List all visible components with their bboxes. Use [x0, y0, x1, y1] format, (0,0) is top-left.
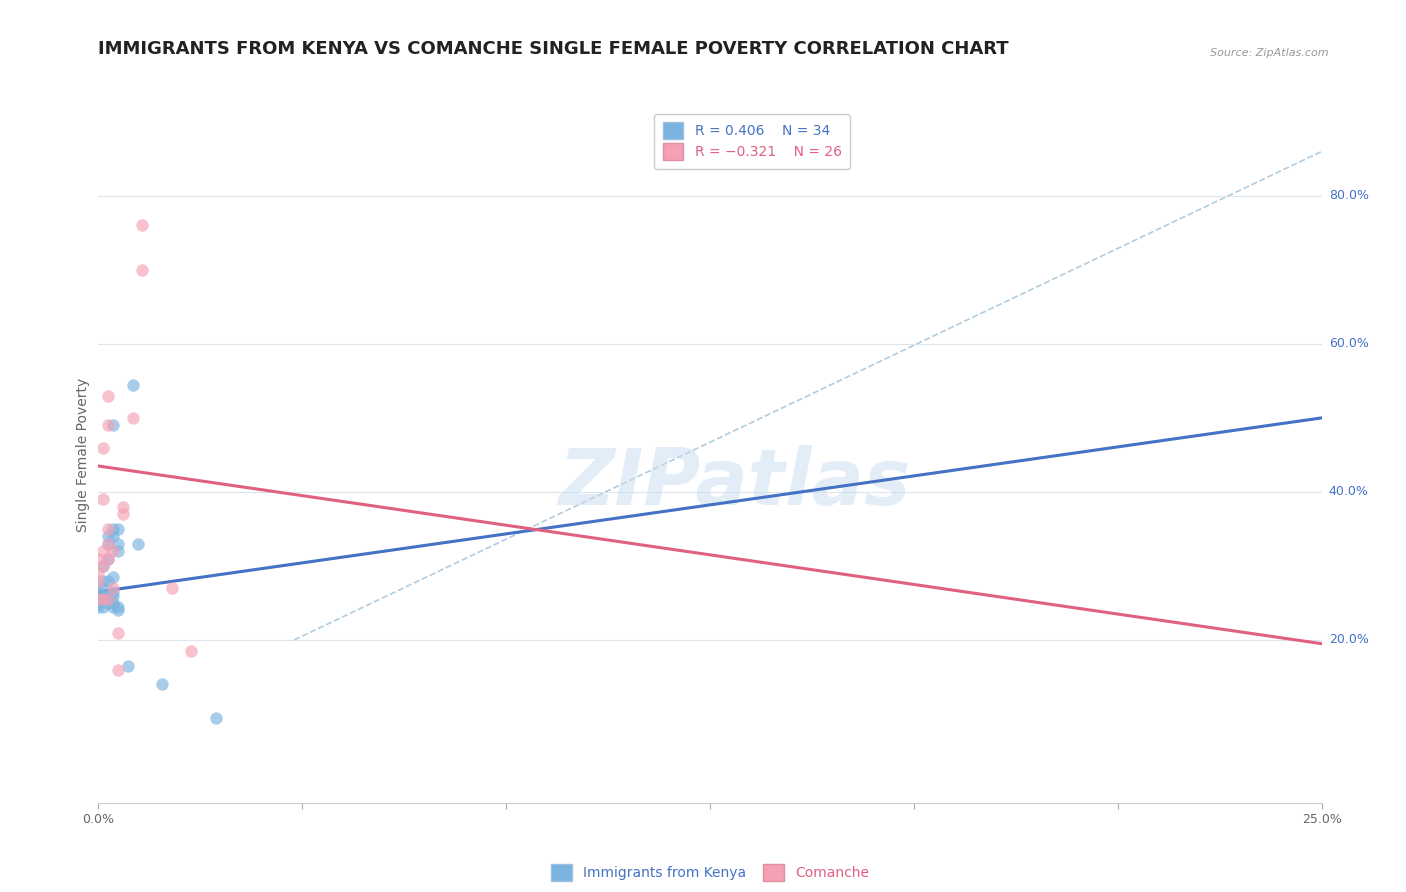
Text: 20.0%: 20.0%	[1329, 633, 1368, 647]
Point	[91, 592, 114, 607]
Point	[91, 558, 114, 573]
Point	[87, 596, 110, 610]
Point	[205, 711, 228, 725]
Point	[150, 677, 173, 691]
Point	[97, 529, 120, 543]
Point	[87, 592, 110, 607]
Point	[111, 500, 134, 514]
Text: IMMIGRANTS FROM KENYA VS COMANCHE SINGLE FEMALE POVERTY CORRELATION CHART: IMMIGRANTS FROM KENYA VS COMANCHE SINGLE…	[98, 40, 1010, 58]
Y-axis label: Single Female Poverty: Single Female Poverty	[76, 378, 90, 532]
Point	[91, 574, 114, 588]
Point	[101, 599, 124, 614]
Point	[101, 522, 124, 536]
Point	[97, 522, 120, 536]
Point	[87, 574, 110, 588]
Point	[101, 581, 124, 595]
Point	[97, 592, 120, 607]
Point	[97, 389, 120, 403]
Point	[101, 529, 124, 543]
Point	[87, 566, 110, 581]
Point	[87, 592, 110, 607]
Point	[131, 263, 153, 277]
Point	[101, 544, 124, 558]
Point	[107, 522, 129, 536]
Point	[97, 551, 120, 566]
Point	[127, 537, 149, 551]
Point	[121, 411, 143, 425]
Point	[97, 589, 120, 603]
Point	[101, 589, 124, 603]
Point	[91, 581, 114, 595]
Point	[91, 558, 114, 573]
Point	[117, 658, 139, 673]
Point	[107, 544, 129, 558]
Point	[101, 596, 124, 610]
Point	[91, 599, 114, 614]
Point	[87, 585, 110, 599]
Point	[107, 603, 129, 617]
Text: Source: ZipAtlas.com: Source: ZipAtlas.com	[1211, 48, 1329, 58]
Point	[180, 644, 202, 658]
Point	[107, 663, 129, 677]
Point	[87, 599, 110, 614]
Text: 80.0%: 80.0%	[1329, 189, 1368, 202]
Point	[131, 219, 153, 233]
Point	[160, 581, 183, 595]
Text: 40.0%: 40.0%	[1329, 485, 1368, 499]
Point	[91, 441, 114, 455]
Point	[101, 570, 124, 584]
Point	[91, 592, 114, 607]
Point	[121, 377, 143, 392]
Point	[107, 625, 129, 640]
Point	[97, 537, 120, 551]
Point	[87, 551, 110, 566]
Point	[97, 551, 120, 566]
Text: ZIPatlas: ZIPatlas	[558, 445, 911, 521]
Point	[97, 596, 120, 610]
Point	[107, 537, 129, 551]
Point	[91, 589, 114, 603]
Point	[97, 418, 120, 433]
Point	[107, 599, 129, 614]
Legend: Immigrants from Kenya, Comanche: Immigrants from Kenya, Comanche	[546, 858, 875, 887]
Point	[91, 544, 114, 558]
Point	[97, 574, 120, 588]
Point	[101, 585, 124, 599]
Point	[97, 537, 120, 551]
Point	[101, 418, 124, 433]
Point	[91, 492, 114, 507]
Text: 60.0%: 60.0%	[1329, 337, 1368, 351]
Point	[111, 507, 134, 521]
